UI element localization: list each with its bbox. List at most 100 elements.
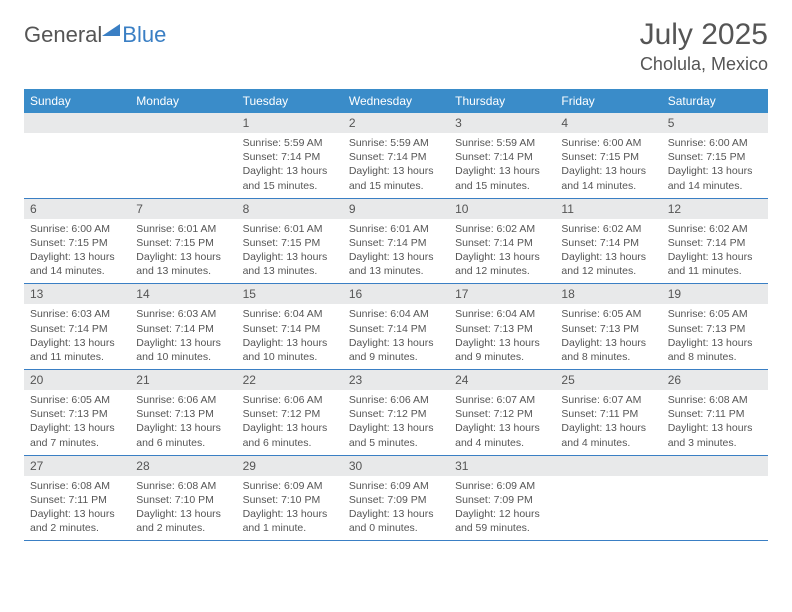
daylight-text: Daylight: 13 hours and 12 minutes. — [455, 250, 549, 278]
day-details: Sunrise: 6:07 AMSunset: 7:12 PMDaylight:… — [449, 390, 555, 455]
daylight-text: Daylight: 13 hours and 8 minutes. — [561, 336, 655, 364]
day-number: 23 — [343, 370, 449, 390]
day-number: 15 — [237, 284, 343, 304]
daylight-text: Daylight: 13 hours and 15 minutes. — [243, 164, 337, 192]
day-number: 30 — [343, 456, 449, 476]
daylight-text: Daylight: 13 hours and 1 minute. — [243, 507, 337, 535]
sunset-text: Sunset: 7:14 PM — [455, 150, 549, 164]
day-number: 7 — [130, 199, 236, 219]
day-details: Sunrise: 6:05 AMSunset: 7:13 PMDaylight:… — [662, 304, 768, 369]
empty-day-content — [662, 476, 768, 534]
daylight-text: Daylight: 13 hours and 7 minutes. — [30, 421, 124, 449]
daylight-text: Daylight: 13 hours and 2 minutes. — [136, 507, 230, 535]
daylight-text: Daylight: 13 hours and 5 minutes. — [349, 421, 443, 449]
empty-day-content — [130, 133, 236, 191]
day-details: Sunrise: 6:09 AMSunset: 7:09 PMDaylight:… — [343, 476, 449, 541]
daylight-text: Daylight: 13 hours and 15 minutes. — [349, 164, 443, 192]
day-details: Sunrise: 6:03 AMSunset: 7:14 PMDaylight:… — [24, 304, 130, 369]
day-of-week-row: SundayMondayTuesdayWednesdayThursdayFrid… — [24, 89, 768, 113]
day-cell: 20Sunrise: 6:05 AMSunset: 7:13 PMDayligh… — [24, 370, 130, 456]
daylight-text: Daylight: 13 hours and 9 minutes. — [455, 336, 549, 364]
day-number: 28 — [130, 456, 236, 476]
day-details: Sunrise: 6:08 AMSunset: 7:11 PMDaylight:… — [662, 390, 768, 455]
sunset-text: Sunset: 7:15 PM — [136, 236, 230, 250]
day-cell: 31Sunrise: 6:09 AMSunset: 7:09 PMDayligh… — [449, 455, 555, 541]
day-number: 8 — [237, 199, 343, 219]
sunset-text: Sunset: 7:09 PM — [349, 493, 443, 507]
day-cell — [24, 113, 130, 198]
sunrise-text: Sunrise: 6:00 AM — [30, 222, 124, 236]
day-details: Sunrise: 6:04 AMSunset: 7:14 PMDaylight:… — [343, 304, 449, 369]
day-number: 18 — [555, 284, 661, 304]
day-details: Sunrise: 6:02 AMSunset: 7:14 PMDaylight:… — [555, 219, 661, 284]
sunrise-text: Sunrise: 6:03 AM — [136, 307, 230, 321]
sunrise-text: Sunrise: 6:06 AM — [136, 393, 230, 407]
sunrise-text: Sunrise: 6:08 AM — [136, 479, 230, 493]
day-number: 9 — [343, 199, 449, 219]
day-cell: 2Sunrise: 5:59 AMSunset: 7:14 PMDaylight… — [343, 113, 449, 198]
sunset-text: Sunset: 7:14 PM — [349, 322, 443, 336]
sunset-text: Sunset: 7:11 PM — [30, 493, 124, 507]
day-header: Friday — [555, 89, 661, 113]
sunrise-text: Sunrise: 6:02 AM — [561, 222, 655, 236]
day-cell: 6Sunrise: 6:00 AMSunset: 7:15 PMDaylight… — [24, 198, 130, 284]
daylight-text: Daylight: 13 hours and 8 minutes. — [668, 336, 762, 364]
sunrise-text: Sunrise: 6:07 AM — [561, 393, 655, 407]
sunset-text: Sunset: 7:15 PM — [243, 236, 337, 250]
day-details: Sunrise: 6:08 AMSunset: 7:10 PMDaylight:… — [130, 476, 236, 541]
sunset-text: Sunset: 7:13 PM — [136, 407, 230, 421]
calendar-body: 1Sunrise: 5:59 AMSunset: 7:14 PMDaylight… — [24, 113, 768, 541]
sunset-text: Sunset: 7:14 PM — [455, 236, 549, 250]
day-number: 17 — [449, 284, 555, 304]
day-details: Sunrise: 6:06 AMSunset: 7:12 PMDaylight:… — [237, 390, 343, 455]
daylight-text: Daylight: 13 hours and 10 minutes. — [243, 336, 337, 364]
day-details: Sunrise: 6:09 AMSunset: 7:09 PMDaylight:… — [449, 476, 555, 541]
day-details: Sunrise: 6:05 AMSunset: 7:13 PMDaylight:… — [555, 304, 661, 369]
sunset-text: Sunset: 7:15 PM — [561, 150, 655, 164]
sunrise-text: Sunrise: 6:04 AM — [455, 307, 549, 321]
daylight-text: Daylight: 13 hours and 4 minutes. — [455, 421, 549, 449]
day-cell: 24Sunrise: 6:07 AMSunset: 7:12 PMDayligh… — [449, 370, 555, 456]
month-title: July 2025 — [640, 18, 768, 52]
day-details: Sunrise: 6:00 AMSunset: 7:15 PMDaylight:… — [555, 133, 661, 198]
day-details: Sunrise: 6:00 AMSunset: 7:15 PMDaylight:… — [24, 219, 130, 284]
day-cell: 26Sunrise: 6:08 AMSunset: 7:11 PMDayligh… — [662, 370, 768, 456]
daylight-text: Daylight: 13 hours and 14 minutes. — [30, 250, 124, 278]
day-number: 4 — [555, 113, 661, 133]
sunrise-text: Sunrise: 6:01 AM — [349, 222, 443, 236]
day-details: Sunrise: 6:02 AMSunset: 7:14 PMDaylight:… — [449, 219, 555, 284]
day-cell: 9Sunrise: 6:01 AMSunset: 7:14 PMDaylight… — [343, 198, 449, 284]
day-details: Sunrise: 6:04 AMSunset: 7:13 PMDaylight:… — [449, 304, 555, 369]
day-number: 31 — [449, 456, 555, 476]
day-cell: 11Sunrise: 6:02 AMSunset: 7:14 PMDayligh… — [555, 198, 661, 284]
sunset-text: Sunset: 7:13 PM — [561, 322, 655, 336]
sunrise-text: Sunrise: 6:00 AM — [668, 136, 762, 150]
day-number: 11 — [555, 199, 661, 219]
day-cell: 19Sunrise: 6:05 AMSunset: 7:13 PMDayligh… — [662, 284, 768, 370]
day-number: 13 — [24, 284, 130, 304]
sunrise-text: Sunrise: 6:01 AM — [243, 222, 337, 236]
daylight-text: Daylight: 13 hours and 14 minutes. — [561, 164, 655, 192]
daylight-text: Daylight: 13 hours and 13 minutes. — [136, 250, 230, 278]
sunrise-text: Sunrise: 5:59 AM — [455, 136, 549, 150]
logo-text-blue: Blue — [122, 22, 166, 48]
day-header: Monday — [130, 89, 236, 113]
sunrise-text: Sunrise: 6:06 AM — [243, 393, 337, 407]
day-cell: 14Sunrise: 6:03 AMSunset: 7:14 PMDayligh… — [130, 284, 236, 370]
sunrise-text: Sunrise: 6:08 AM — [30, 479, 124, 493]
sunset-text: Sunset: 7:13 PM — [30, 407, 124, 421]
sunrise-text: Sunrise: 5:59 AM — [349, 136, 443, 150]
day-cell — [130, 113, 236, 198]
day-cell: 22Sunrise: 6:06 AMSunset: 7:12 PMDayligh… — [237, 370, 343, 456]
day-cell: 17Sunrise: 6:04 AMSunset: 7:13 PMDayligh… — [449, 284, 555, 370]
sunset-text: Sunset: 7:10 PM — [136, 493, 230, 507]
daylight-text: Daylight: 13 hours and 13 minutes. — [243, 250, 337, 278]
day-number: 16 — [343, 284, 449, 304]
day-cell — [555, 455, 661, 541]
sunset-text: Sunset: 7:09 PM — [455, 493, 549, 507]
empty-day-number — [555, 456, 661, 476]
day-cell: 4Sunrise: 6:00 AMSunset: 7:15 PMDaylight… — [555, 113, 661, 198]
day-details: Sunrise: 6:00 AMSunset: 7:15 PMDaylight:… — [662, 133, 768, 198]
sunrise-text: Sunrise: 6:06 AM — [349, 393, 443, 407]
daylight-text: Daylight: 13 hours and 11 minutes. — [30, 336, 124, 364]
